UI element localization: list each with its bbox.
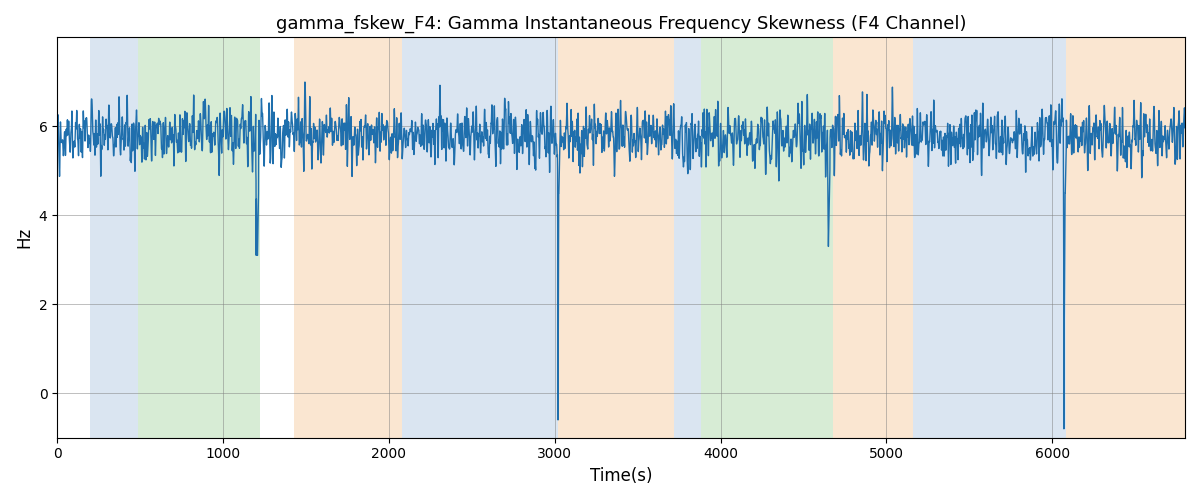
Bar: [674, 38, 701, 438]
Bar: [558, 38, 674, 438]
Bar: [913, 38, 1051, 438]
Bar: [701, 38, 833, 438]
Y-axis label: Hz: Hz: [16, 227, 34, 248]
Bar: [138, 38, 259, 438]
Bar: [90, 38, 138, 438]
Bar: [294, 38, 402, 438]
Title: gamma_fskew_F4: Gamma Instantaneous Frequency Skewness (F4 Channel): gamma_fskew_F4: Gamma Instantaneous Freq…: [276, 15, 966, 34]
X-axis label: Time(s): Time(s): [590, 467, 653, 485]
Bar: [1051, 38, 1066, 438]
Bar: [402, 38, 558, 438]
Bar: [1066, 38, 1184, 438]
Bar: [833, 38, 913, 438]
